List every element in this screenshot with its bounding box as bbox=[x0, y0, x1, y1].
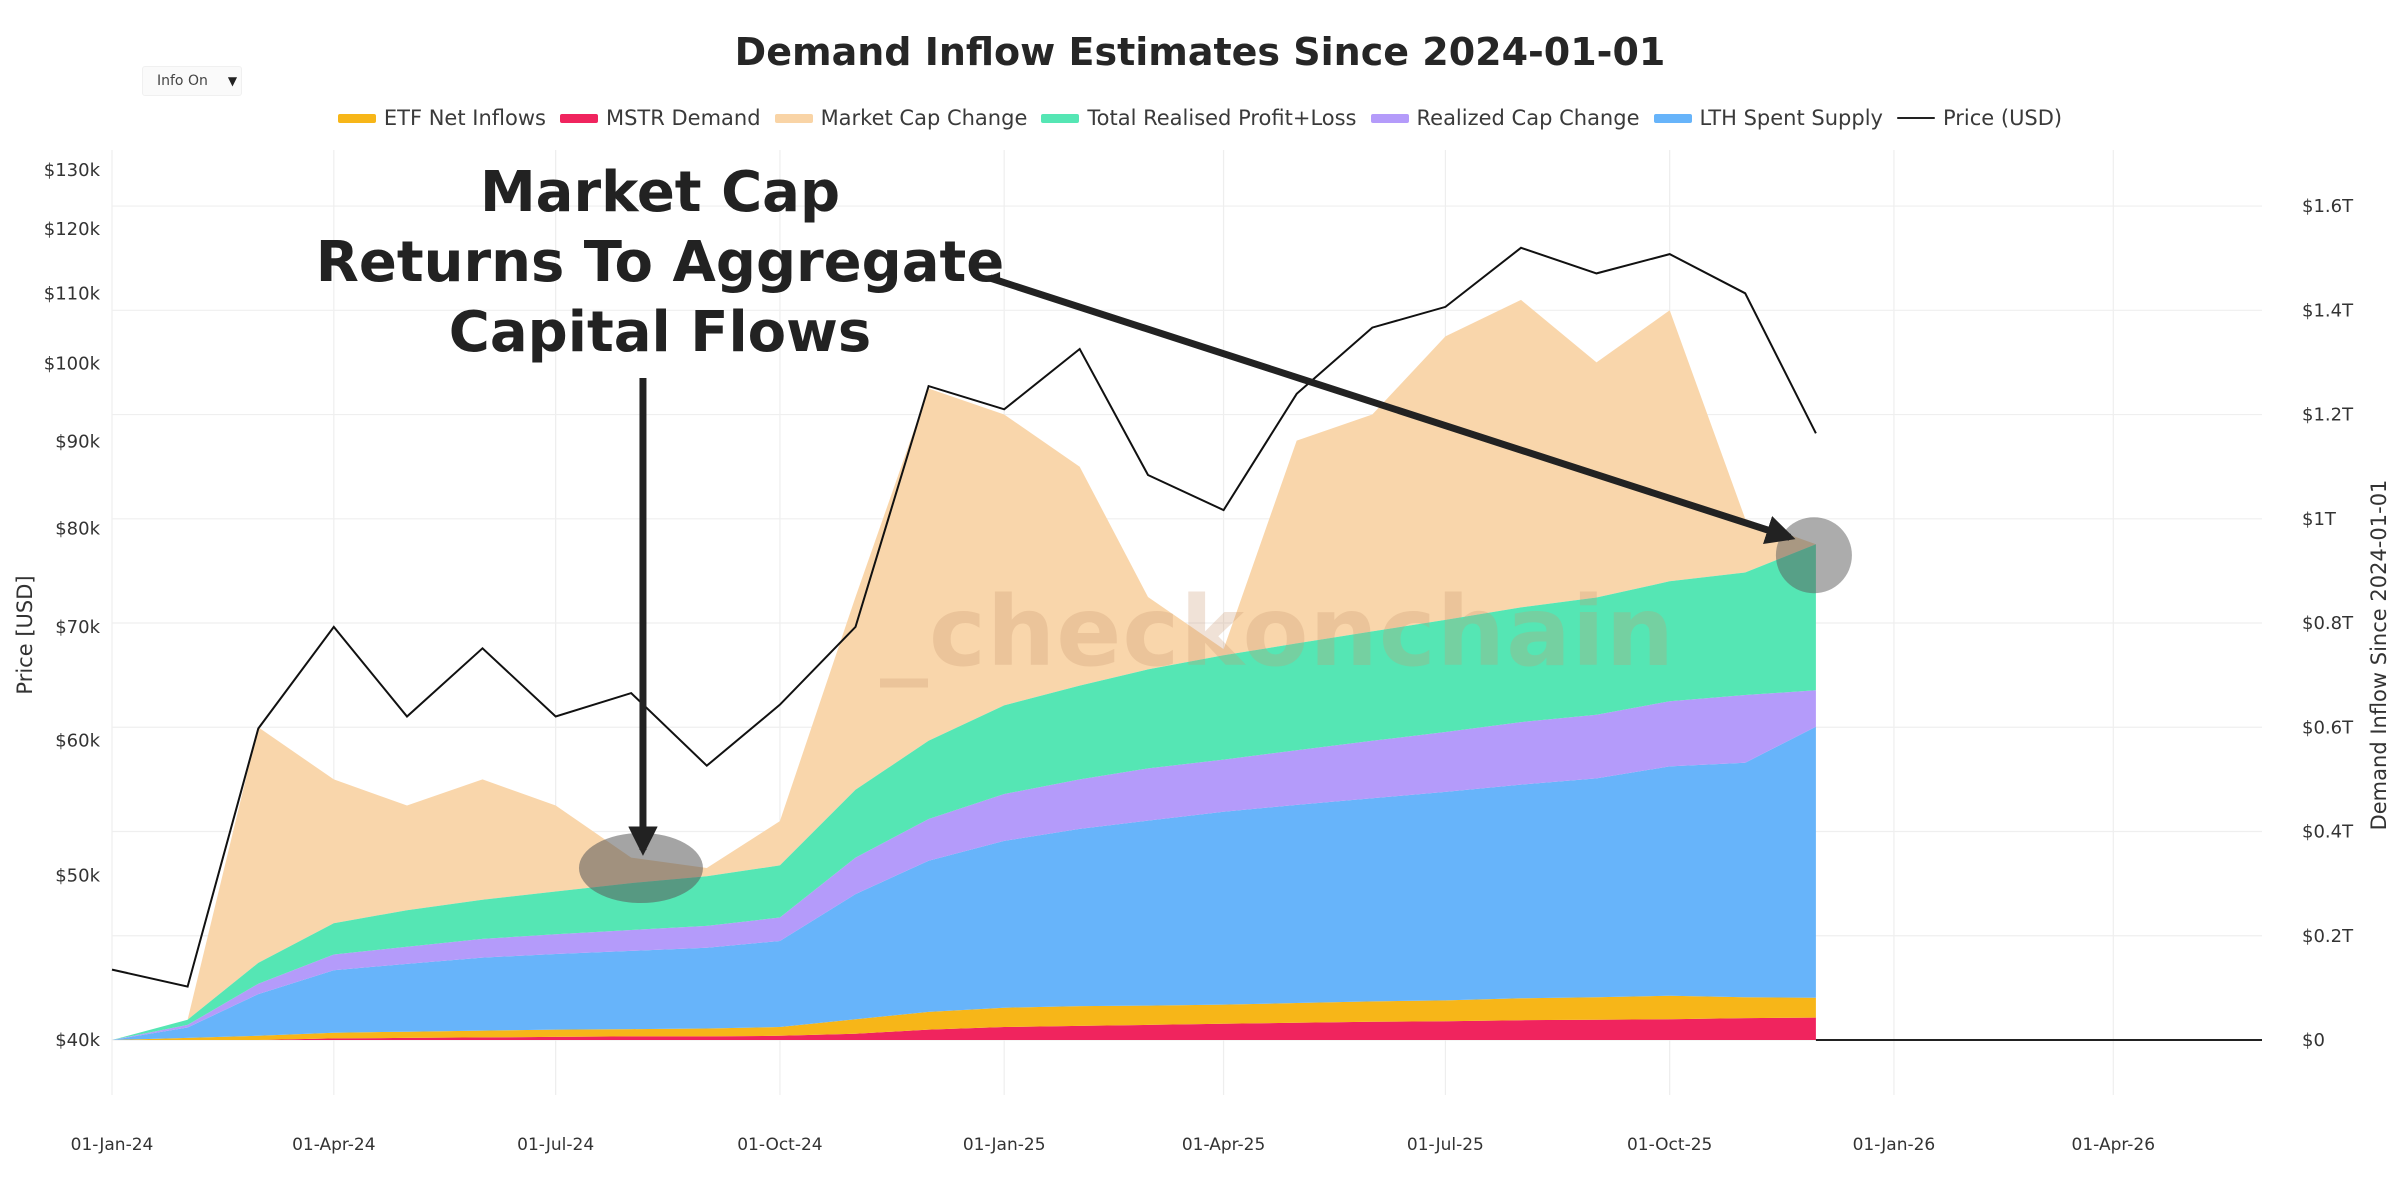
price-line-layer bbox=[111, 246, 1817, 988]
y-left-tick-label: $60k bbox=[55, 731, 100, 752]
x-tick-label: 01-Apr-24 bbox=[292, 1135, 375, 1155]
chart-title: Demand Inflow Estimates Since 2024-01-01 bbox=[734, 30, 1666, 74]
legend-swatch bbox=[1370, 113, 1409, 123]
y-left-tick-label: $110k bbox=[44, 283, 101, 304]
x-tick-label: 01-Oct-25 bbox=[1627, 1135, 1712, 1155]
annotation-line: Market Cap bbox=[479, 160, 841, 225]
axis-labels: 01-Jan-24 01-Apr-24 01-Jul-24 01-Oct-24 01-J… bbox=[13, 160, 2391, 1155]
y-right-tick-label: $1.2T bbox=[2302, 405, 2354, 426]
x-tick-label: 01-Oct-24 bbox=[737, 1135, 822, 1155]
price-line bbox=[111, 246, 1817, 988]
legend-swatch bbox=[1041, 113, 1080, 123]
legend-item[interactable]: LTH Spent Supply bbox=[1653, 106, 1883, 130]
legend-item[interactable]: Total Realised Profit+Loss bbox=[1041, 106, 1357, 130]
legend-label: MSTR Demand bbox=[605, 106, 761, 130]
y-right-tick-label: $1.6T bbox=[2302, 196, 2354, 217]
arrow-diagonal bbox=[988, 274, 1796, 545]
legend-item[interactable]: Price (USD) bbox=[1896, 106, 2063, 130]
legend-swatch bbox=[1896, 117, 1935, 119]
y-left-tick-label: $100k bbox=[44, 354, 101, 375]
annotation-text: Market Cap Returns To Aggregate Capital Fl… bbox=[290, 158, 1030, 368]
callout-layer bbox=[578, 274, 1852, 903]
legend-label: Total Realised Profit+Loss bbox=[1087, 106, 1357, 130]
watermark: _checkonchain bbox=[880, 576, 1676, 688]
area-lth-spent-supply bbox=[112, 726, 1816, 1040]
legend-label: LTH Spent Supply bbox=[1699, 106, 1883, 130]
stacked-area-layer bbox=[112, 299, 1816, 1040]
legend-item[interactable]: MSTR Demand bbox=[559, 106, 761, 130]
x-tick-label: 01-Jan-26 bbox=[1853, 1135, 1936, 1155]
y-right-axis-title: Demand Inflow Since 2024-01-01 bbox=[2367, 480, 2391, 831]
annotation-line: Returns To Aggregate bbox=[315, 230, 1005, 295]
x-tick-label: 01-Jul-24 bbox=[517, 1135, 594, 1155]
y-right-tick-label: $0.2T bbox=[2302, 926, 2354, 947]
y-left-tick-label: $70k bbox=[55, 617, 100, 638]
chevron-down-icon: ▼ bbox=[227, 74, 238, 88]
legend-label: Price (USD) bbox=[1942, 106, 2063, 130]
legend-swatch bbox=[774, 113, 813, 123]
y-left-tick-label: $120k bbox=[44, 219, 101, 240]
y-left-tick-label: $40k bbox=[55, 1030, 100, 1051]
highlight-ellipse-2025 bbox=[1775, 517, 1852, 594]
legend-swatch bbox=[559, 113, 598, 123]
legend-item[interactable]: Market Cap Change bbox=[774, 106, 1028, 130]
area-realized-cap-change bbox=[112, 690, 1816, 1040]
y-right-tick-label: $0.6T bbox=[2302, 717, 2354, 738]
info-toggle-label: Info On bbox=[157, 73, 208, 89]
info-toggle-button[interactable]: Info On ▼ bbox=[142, 66, 242, 96]
y-right-tick-label: $0 bbox=[2302, 1030, 2325, 1051]
legend-swatch bbox=[337, 113, 376, 123]
legend-label: Market Cap Change bbox=[820, 106, 1028, 130]
area-market-cap-change bbox=[112, 299, 1816, 1040]
legend-swatch bbox=[1653, 113, 1692, 123]
x-tick-label: 01-Jan-24 bbox=[71, 1135, 154, 1155]
highlight-ellipse-2024 bbox=[578, 833, 703, 903]
chart-legend: ETF Net Inflows MSTR Demand Market Cap Cha… bbox=[0, 106, 2400, 130]
area-total-realised-profit-loss bbox=[112, 544, 1816, 1040]
y-right-tick-label: $1.4T bbox=[2302, 300, 2354, 321]
y-right-tick-label: $0.8T bbox=[2302, 613, 2354, 634]
annotation-line: Capital Flows bbox=[448, 300, 872, 365]
x-tick-label: 01-Jan-25 bbox=[963, 1135, 1046, 1155]
legend-label: Realized Cap Change bbox=[1416, 106, 1640, 130]
area-etf-net-inflows bbox=[112, 995, 1816, 1040]
x-tick-label: 01-Apr-26 bbox=[2072, 1135, 2155, 1155]
area-mstr-demand bbox=[112, 1017, 1816, 1040]
legend-item[interactable]: ETF Net Inflows bbox=[337, 106, 546, 130]
y-left-tick-label: $90k bbox=[55, 431, 100, 452]
y-right-tick-label: $1T bbox=[2302, 509, 2337, 530]
legend-label: ETF Net Inflows bbox=[383, 106, 546, 130]
y-left-tick-label: $130k bbox=[44, 160, 101, 181]
x-tick-label: 01-Apr-25 bbox=[1182, 1135, 1265, 1155]
y-right-tick-label: $0.4T bbox=[2302, 822, 2354, 843]
legend-item[interactable]: Realized Cap Change bbox=[1370, 106, 1640, 130]
y-left-axis-title: Price [USD] bbox=[13, 575, 37, 694]
x-tick-label: 01-Jul-25 bbox=[1407, 1135, 1484, 1155]
y-left-tick-label: $80k bbox=[55, 518, 100, 539]
y-left-tick-label: $50k bbox=[55, 865, 100, 886]
